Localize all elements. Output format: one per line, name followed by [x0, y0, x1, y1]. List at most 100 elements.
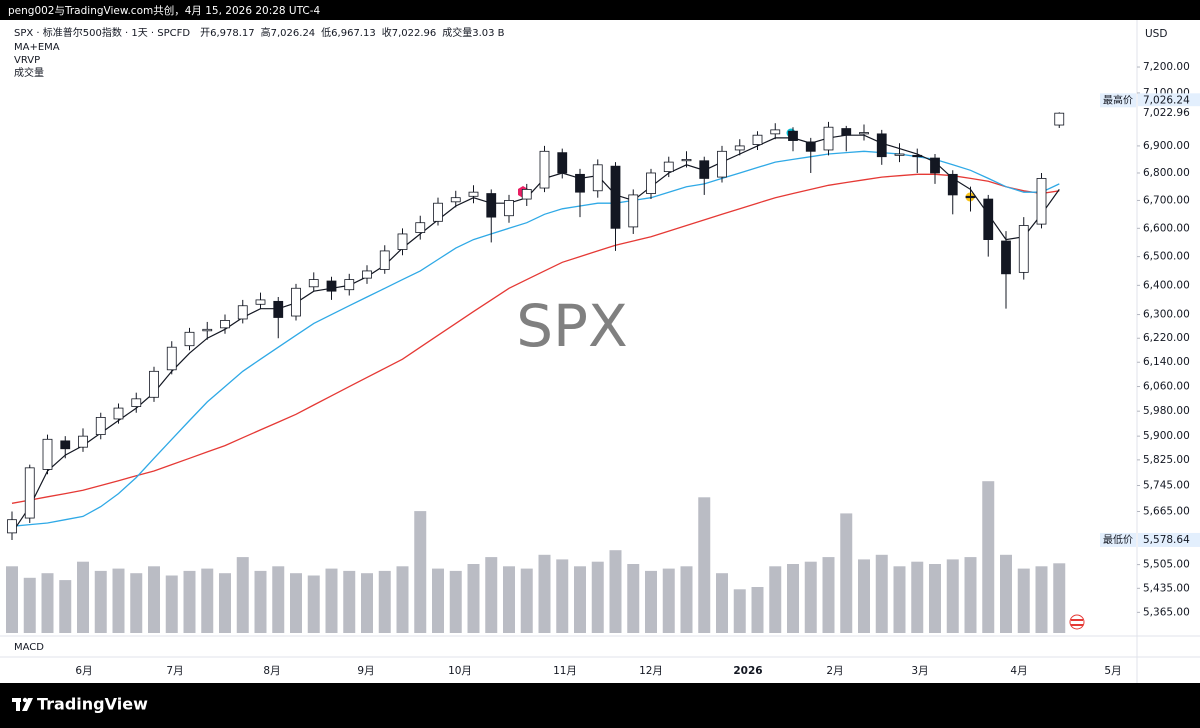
volume-bar [893, 566, 906, 633]
candle-body [486, 193, 497, 218]
candle-body [255, 299, 266, 305]
x-tick-label: 2026 [733, 665, 762, 677]
symbol: SPX · 标准普尔500指数 · 1天 · SPCFD [14, 26, 190, 39]
y-tick-label: 7,200.00 [1143, 61, 1190, 73]
candle-body [841, 128, 852, 136]
candle-body [362, 270, 372, 279]
y-tick-label: 6,900.00 [1143, 140, 1190, 152]
indicator-label: VRVP [14, 55, 40, 66]
volume-bar [94, 570, 107, 633]
ohlc-value: 6,978.17 [210, 28, 255, 39]
ohlc-label: 低 [321, 26, 331, 39]
candle-body [113, 407, 124, 420]
volume-bar [41, 573, 54, 633]
candle-body [912, 154, 923, 158]
price-badge-tag [1100, 532, 1136, 547]
candle-body [610, 165, 621, 229]
ohlc-label: 开 [200, 28, 210, 39]
ohlc-value: 6,967.13 [331, 28, 376, 39]
volume-bar [343, 570, 356, 633]
volume-bar [236, 557, 249, 633]
candle-body [663, 161, 674, 173]
x-tick-label: 12月 [639, 665, 663, 677]
bottom-bar [0, 683, 1200, 728]
volume-bar [964, 557, 977, 633]
candle-body [805, 141, 816, 152]
volume-bar [751, 587, 764, 633]
ohlc-label: 高 [261, 26, 271, 39]
currency: USD [1145, 28, 1167, 40]
y-tick-label: 6,300.00 [1143, 309, 1190, 321]
volume-bar [396, 566, 409, 633]
candle-body [947, 173, 958, 196]
x-tick-label: 3月 [911, 665, 928, 677]
candle-body [539, 150, 550, 189]
volume-bar [1035, 566, 1048, 633]
candle-body [308, 279, 319, 288]
volume-bar [290, 573, 302, 633]
y-tick-label: 6,700.00 [1143, 194, 1190, 206]
volume-bar [1000, 554, 1012, 633]
volume-bar [609, 550, 622, 633]
candle-body [1054, 112, 1065, 126]
candle-body [1036, 178, 1047, 225]
volume-bar [591, 561, 604, 633]
candle-body [237, 305, 248, 320]
volume-bar [165, 575, 178, 633]
y-tick-label: 5,900.00 [1143, 430, 1190, 442]
ohlc-value: 7,022.96 [392, 28, 437, 39]
volume-bar [822, 557, 835, 633]
candle-body [415, 222, 426, 233]
volume-bar [1017, 568, 1030, 633]
candle-body [894, 153, 905, 156]
candle-body [752, 134, 763, 145]
candle-body [95, 416, 106, 435]
volume-bar [503, 566, 515, 633]
y-tick-label: 5,365.00 [1143, 606, 1190, 618]
candle-body [699, 160, 710, 179]
volume-bar [325, 568, 338, 633]
volume-bar [449, 570, 462, 633]
volume-bar [716, 573, 728, 633]
x-tick-label: 9月 [357, 665, 374, 677]
volume-bar [556, 559, 569, 633]
candle-body [24, 467, 35, 519]
volume-bar [272, 566, 285, 633]
volume-bar [130, 573, 143, 633]
volume-bar [645, 570, 657, 633]
candle-body [859, 132, 869, 135]
candle-body [7, 519, 17, 534]
x-tick-label: 2月 [826, 665, 843, 677]
watermark: SPX [516, 292, 628, 360]
y-tick-label: 5,665.00 [1143, 505, 1190, 517]
moving-average [11, 173, 1060, 504]
volume-bar [875, 554, 888, 633]
volume-bar [361, 573, 373, 633]
y-tick-label: 6,060.00 [1143, 381, 1190, 393]
volume-value: 3.03 B [472, 28, 504, 39]
candle-body [450, 197, 461, 203]
volume-bar [698, 497, 711, 633]
candle-body [184, 331, 195, 347]
volume-bar [432, 568, 444, 633]
volume-bar [307, 575, 320, 633]
legend-header: SPX · 标准普尔500指数 · 1天 · SPCFD 开6,978.17 高 7,… [14, 26, 505, 39]
volume-bar [112, 568, 125, 633]
volume-bar [911, 561, 924, 633]
y-tick-label: 6,220.00 [1143, 332, 1190, 344]
volume-bar [467, 564, 480, 633]
candle-body [291, 287, 301, 317]
ohlc-label: 收 [382, 26, 392, 39]
candle-body [788, 130, 798, 141]
candle-body [149, 370, 159, 398]
volume-bar [77, 561, 89, 633]
y-tick-label: 5,980.00 [1143, 405, 1190, 417]
y-tick-label: 6,600.00 [1143, 222, 1190, 234]
candle-body [202, 328, 213, 332]
price-badge [1138, 532, 1200, 547]
y-tick-label: 6,500.00 [1143, 251, 1190, 263]
candle-body [468, 191, 479, 197]
candle-body [60, 440, 71, 450]
